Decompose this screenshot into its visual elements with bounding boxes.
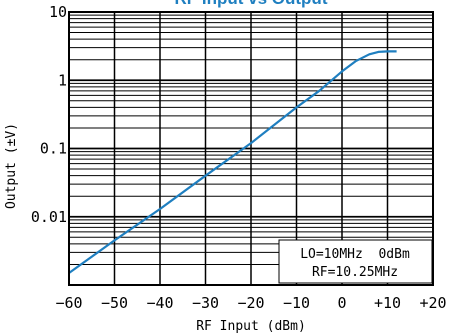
x-tick-label: −20 — [237, 294, 264, 312]
series-line — [68, 50, 397, 274]
annotation-line-2: RF=10.25MHz — [312, 265, 398, 280]
grid-lines — [69, 12, 433, 285]
x-tick-label: −50 — [101, 294, 128, 312]
y-tick-label: 0.01 — [31, 208, 67, 226]
chart-title: RF Input vs Output — [175, 0, 328, 8]
plot-frame — [68, 11, 434, 286]
x-tick-label: +20 — [419, 294, 446, 312]
x-tick-label: 0 — [337, 294, 346, 312]
series-group — [68, 50, 397, 274]
y-tick-label: 1 — [58, 71, 67, 89]
x-tick-label: −60 — [55, 294, 82, 312]
annotation-line-1: LO=10MHz 0dBm — [300, 247, 410, 262]
annotation-box: LO=10MHz 0dBm RF=10.25MHz — [278, 239, 433, 284]
x-tick-label: −30 — [192, 294, 219, 312]
x-tick-label: +10 — [374, 294, 401, 312]
annotation-frame — [278, 239, 433, 284]
x-axis-label: RF Input (dBm) — [196, 319, 306, 334]
x-tick-label: −40 — [146, 294, 173, 312]
x-tick-labels: −60 −50 −40 −30 −20 −10 0 +10 +20 — [55, 294, 446, 312]
y-axis-label: Output (±V) — [4, 123, 19, 209]
y-tick-label: 10 — [49, 3, 67, 21]
x-tick-label: −10 — [283, 294, 310, 312]
y-tick-label: 0.1 — [40, 140, 67, 158]
y-tick-labels: 10 1 0.1 0.01 — [31, 3, 67, 226]
